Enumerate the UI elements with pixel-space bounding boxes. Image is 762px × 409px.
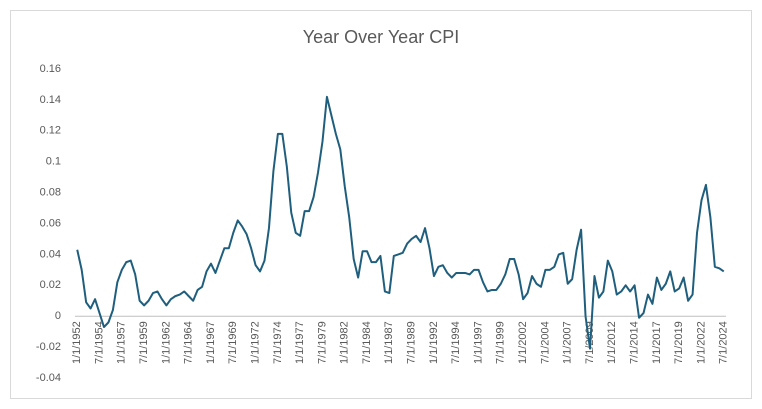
x-tick-label: 1/1/1972 (249, 321, 261, 364)
y-tick-label: 0.14 (40, 94, 61, 106)
x-tick-label: 1/1/1952 (71, 321, 83, 364)
x-tick-label: 1/1/1997 (472, 321, 484, 364)
x-tick-label: 7/1/1959 (138, 321, 150, 364)
y-tick-label: 0.02 (40, 279, 61, 291)
chart-title: Year Over Year CPI (303, 27, 459, 47)
x-tick-label: 7/1/1979 (316, 321, 328, 364)
cpi-line (76, 95, 725, 350)
y-tick-label: 0.1 (46, 156, 61, 168)
x-tick-label: 1/1/1967 (205, 321, 217, 364)
y-tick-label: 0.04 (40, 248, 61, 260)
x-tick-label: 1/1/2012 (606, 321, 618, 364)
y-tick-label: -0.04 (36, 372, 61, 384)
y-tick-label: 0 (55, 310, 61, 322)
x-tick-label: 7/1/1954 (93, 321, 105, 364)
y-tick-label: 0.08 (40, 187, 61, 199)
x-tick-label: 1/1/1987 (383, 321, 395, 364)
x-tick-label: 7/1/2014 (628, 321, 640, 364)
x-tick-label: 1/1/2002 (517, 321, 529, 364)
x-tick-label: 7/1/1999 (495, 321, 507, 364)
y-tick-label: -0.02 (36, 341, 61, 353)
x-tick-label: 7/1/2004 (539, 321, 551, 364)
x-tick-label: 7/1/2019 (673, 321, 685, 364)
chart-border (10, 10, 752, 399)
x-tick-label: 1/1/2022 (695, 321, 707, 364)
x-tick-label: 7/1/1964 (183, 321, 195, 364)
x-tick-label: 1/1/1977 (294, 321, 306, 364)
y-tick-label: 0.06 (40, 217, 61, 229)
x-tick-label: 1/1/1957 (116, 321, 128, 364)
x-tick-label: 7/1/2024 (718, 321, 730, 364)
x-tick-label: 1/1/1982 (339, 321, 351, 364)
y-tick-label: 0.12 (40, 125, 61, 137)
x-tick-label: 7/1/1969 (227, 321, 239, 364)
x-tick-label: 7/1/1974 (272, 321, 284, 364)
x-tick-label: 1/1/2007 (562, 321, 574, 364)
x-tick-label: 7/1/1989 (406, 321, 418, 364)
x-tick-label: 7/1/1994 (450, 321, 462, 364)
y-tick-label: 0.16 (40, 63, 61, 75)
x-tick-label: 1/1/1962 (160, 321, 172, 364)
x-tick-label: 1/1/2017 (651, 321, 663, 364)
x-tick-label: 1/1/1992 (428, 321, 440, 364)
x-tick-label: 7/1/1984 (361, 321, 373, 364)
